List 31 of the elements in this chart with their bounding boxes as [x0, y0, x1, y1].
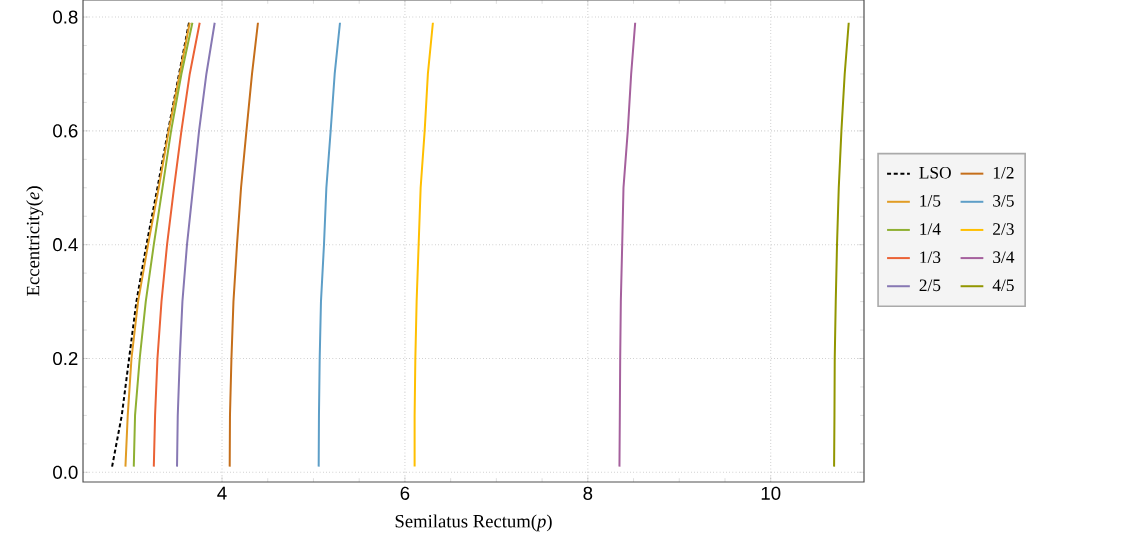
legend-label: 3/5: [993, 195, 1014, 207]
line-series: [111, 21, 190, 468]
legend-label: 4/5: [992, 279, 1014, 292]
line-series: [618, 21, 637, 468]
y-tick-label: 0.8: [53, 10, 78, 24]
y-tick-label: 0.6: [53, 124, 78, 138]
legend-label: 1/5: [920, 195, 941, 207]
x-tick-label: 6: [400, 486, 410, 500]
y-axis-title: Eccentricity(e): [26, 186, 44, 296]
legend-label: 1/4: [920, 223, 941, 235]
y-tick-label: 0.2: [53, 351, 78, 366]
line-series: [176, 21, 216, 468]
y-tick-label: 0.4: [53, 238, 78, 252]
legend-label: 1/3: [920, 251, 941, 263]
legend-label: 3/4: [993, 251, 1015, 263]
line-series: [833, 21, 850, 468]
x-tick-label: 10: [761, 486, 781, 500]
x-tick-label: 4: [217, 486, 227, 500]
line-series: [152, 21, 201, 468]
line-series: [132, 21, 194, 468]
line-series: [317, 21, 341, 468]
legend-label: 2/3: [993, 223, 1014, 235]
y-tick-label: 0.0: [53, 465, 78, 479]
line-series: [124, 21, 191, 468]
line-series: [413, 21, 434, 468]
legend-label: LSO: [919, 166, 951, 179]
x-tick-label: 8: [583, 486, 593, 500]
line-series: [228, 21, 259, 468]
legend-label: 2/5: [919, 279, 941, 292]
legend-label: 1/2: [993, 166, 1014, 179]
x-axis-title: Semilatus Rectum(p): [395, 514, 552, 532]
